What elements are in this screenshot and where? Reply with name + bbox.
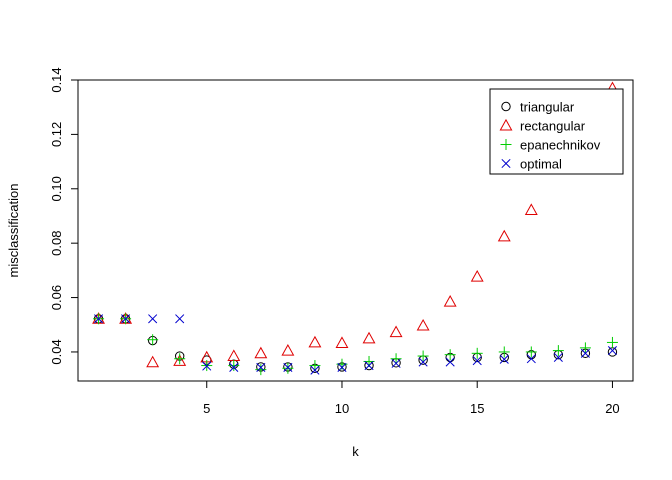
data-point-rectangular	[254, 346, 268, 359]
data-point-optimal	[607, 346, 617, 356]
data-point-epanechnikov	[606, 336, 618, 348]
legend-marker-rectangular	[499, 118, 513, 131]
data-point-optimal	[364, 360, 374, 371]
data-point-epanechnikov	[390, 353, 402, 365]
data-point-epanechnikov	[417, 350, 429, 362]
data-point-optimal	[256, 362, 266, 373]
y-tick-label: 0.12	[49, 122, 64, 147]
data-point-optimal	[499, 354, 509, 364]
x-tick-label: 20	[605, 401, 619, 416]
data-point-epanechnikov	[255, 364, 267, 376]
data-point-epanechnikov	[147, 334, 159, 346]
plot-frame	[77, 79, 634, 382]
legend-label-triangular: triangular	[520, 100, 575, 115]
legend-box	[489, 88, 624, 175]
data-point-rectangular	[362, 331, 376, 344]
data-point-optimal	[283, 362, 293, 373]
data-point-optimal	[148, 314, 158, 324]
data-point-rectangular	[146, 355, 160, 368]
legend-marker-triangular	[501, 101, 511, 112]
data-point-optimal	[121, 314, 131, 324]
data-point-epanechnikov	[552, 345, 564, 357]
x-tick-label: 10	[335, 401, 349, 416]
x-tick-label: 5	[203, 401, 210, 416]
data-point-rectangular	[416, 318, 430, 331]
y-tick-label: 0.08	[49, 231, 64, 256]
data-point-optimal	[445, 357, 455, 367]
data-point-epanechnikov	[228, 360, 240, 372]
legend-label-optimal: optimal	[520, 157, 562, 172]
data-point-optimal	[526, 354, 536, 364]
data-point-rectangular	[335, 336, 349, 348]
data-points	[92, 81, 619, 376]
data-point-optimal	[580, 348, 590, 358]
data-point-rectangular	[389, 325, 403, 338]
data-point-epanechnikov	[498, 346, 510, 358]
data-point-optimal	[175, 314, 185, 324]
x-axis-label: k	[352, 444, 359, 459]
y-tick-label: 0.14	[49, 67, 64, 92]
data-point-optimal	[310, 365, 320, 375]
data-point-optimal	[229, 362, 239, 373]
data-point-optimal	[337, 362, 347, 373]
legend: triangular rectangular epanechnikov optimal	[489, 88, 624, 175]
data-point-rectangular	[173, 354, 187, 366]
data-point-rectangular	[524, 203, 538, 215]
data-point-epanechnikov	[174, 353, 186, 365]
data-point-epanechnikov	[309, 360, 321, 372]
y-axis-label: misclassification	[6, 184, 21, 278]
legend-label-rectangular: rectangular	[520, 119, 586, 134]
data-point-rectangular	[443, 295, 457, 307]
data-point-rectangular	[281, 343, 295, 356]
data-point-epanechnikov	[471, 347, 483, 359]
data-point-rectangular	[308, 335, 322, 348]
legend-label-epanechnikov: epanechnikov	[520, 138, 601, 153]
data-point-epanechnikov	[282, 362, 294, 374]
data-point-optimal	[94, 314, 104, 324]
data-point-rectangular	[470, 269, 484, 282]
data-point-rectangular	[497, 229, 511, 242]
y-tick-label: 0.10	[49, 176, 64, 201]
legend-marker-epanechnikov	[500, 139, 512, 150]
legend-marker-optimal	[501, 158, 511, 169]
y-tick-label: 0.06	[49, 285, 64, 310]
data-point-optimal	[472, 356, 482, 366]
x-tick-label: 15	[470, 401, 484, 416]
data-point-optimal	[391, 358, 401, 368]
data-point-optimal	[418, 357, 428, 367]
data-point-epanechnikov	[444, 349, 456, 361]
y-tick-label: 0.04	[49, 339, 64, 364]
data-point-optimal	[553, 352, 563, 362]
data-point-epanechnikov	[525, 346, 537, 358]
data-point-optimal	[202, 361, 212, 371]
data-point-epanechnikov	[579, 342, 591, 354]
